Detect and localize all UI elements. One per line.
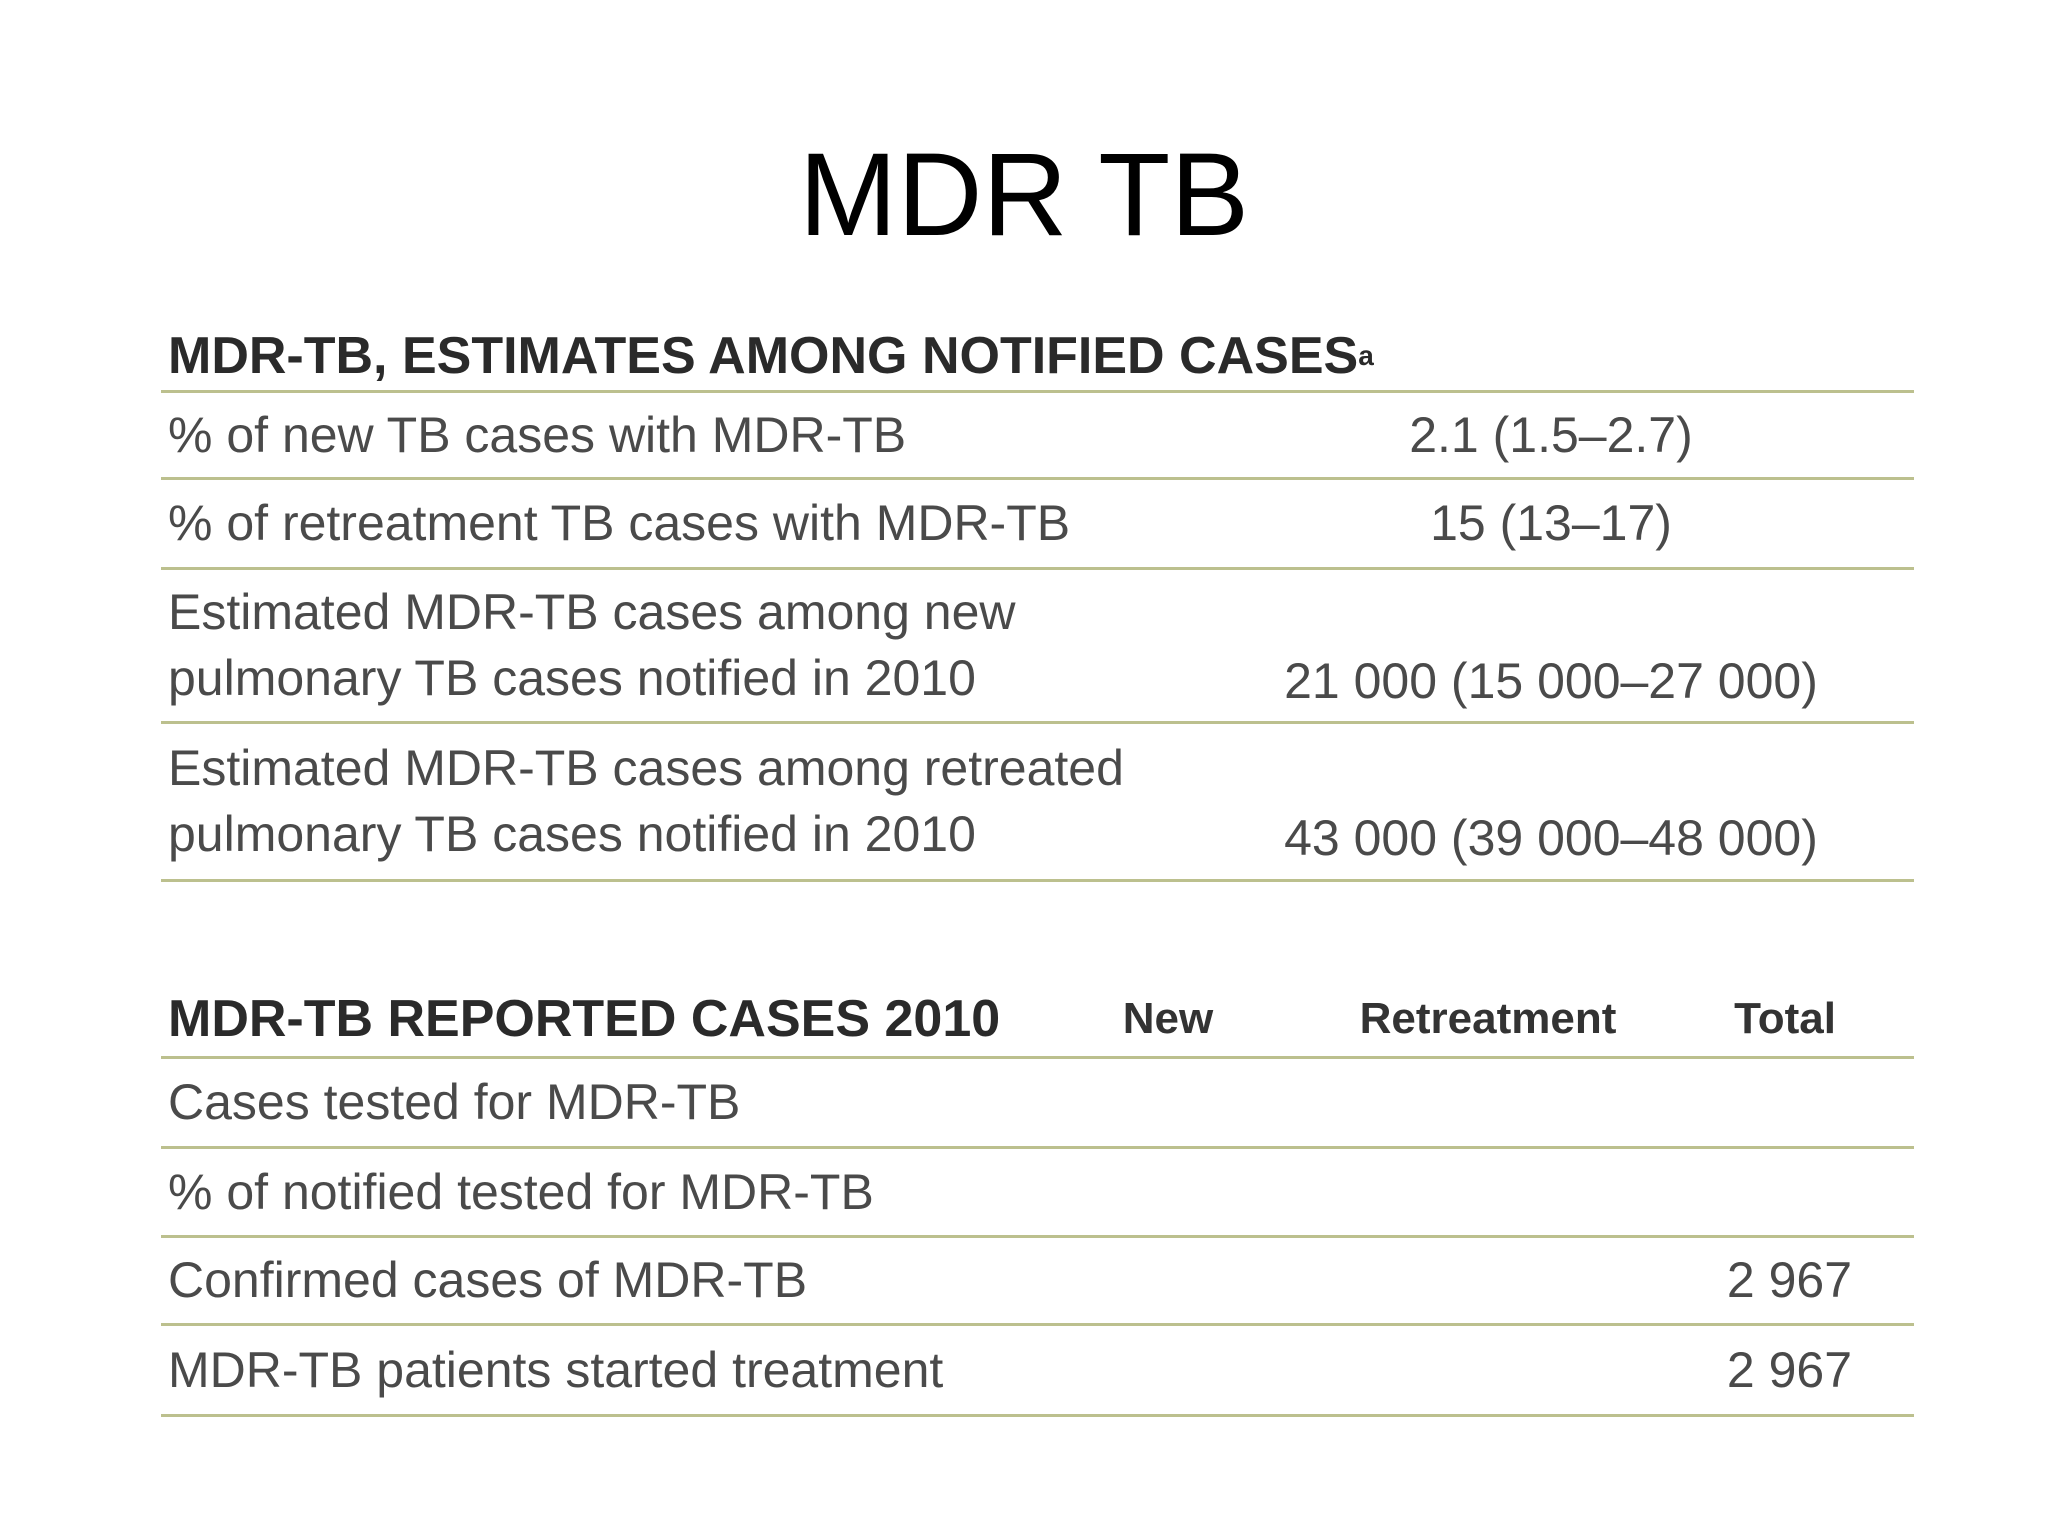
row-label: % of notified tested for MDR-TB bbox=[168, 1163, 874, 1220]
row-label: MDR-TB patients started treatment bbox=[168, 1341, 944, 1398]
label-line: % of retreatment TB cases with MDR-TB bbox=[168, 495, 1071, 551]
column-heading: New bbox=[1122, 993, 1214, 1043]
heading-text: MDR-TB, ESTIMATES AMONG NOTIFIED CASES bbox=[168, 326, 1359, 385]
label-line: pulmonary TB cases notified in 2010 bbox=[168, 650, 976, 706]
row-value: 43 000 (39 000–48 000) bbox=[1284, 810, 1818, 866]
row-value: 2.1 (1.5–2.7) bbox=[1409, 406, 1693, 463]
row-value: 21 000 (15 000–27 000) bbox=[1284, 653, 1818, 709]
row-label: Estimated MDR-TB cases among new pulmonar… bbox=[168, 568, 1218, 722]
row-label: % of new TB cases with MDR-TB bbox=[168, 391, 1218, 478]
row-label: Estimated MDR-TB cases among retreated pu… bbox=[168, 722, 1218, 880]
row-rule bbox=[161, 567, 1914, 570]
column-heading: Retreatment bbox=[1359, 993, 1617, 1043]
slide-title: MDR TB bbox=[798, 129, 1250, 261]
row-rule bbox=[161, 1146, 1914, 1149]
row-rule bbox=[161, 721, 1914, 724]
row-value: 15 (13–17) bbox=[1430, 495, 1672, 551]
row-rule bbox=[161, 390, 1914, 393]
footnote-mark: a bbox=[1358, 339, 1374, 371]
table-heading: MDR-TB, ESTIMATES AMONG NOTIFIED CASES a bbox=[168, 320, 1374, 391]
label-line: Estimated MDR-TB cases among new bbox=[168, 584, 1016, 640]
row-label: Cases tested for MDR-TB bbox=[168, 1074, 741, 1130]
row-rule bbox=[161, 879, 1914, 882]
total-value: 2 967 bbox=[1726, 1252, 1852, 1308]
row-rule bbox=[161, 1414, 1914, 1417]
label-line: % of new TB cases with MDR-TB bbox=[168, 406, 907, 463]
row-rule bbox=[161, 477, 1914, 480]
label-line: Estimated MDR-TB cases among retreated bbox=[168, 740, 1124, 796]
row-rule bbox=[161, 1323, 1914, 1326]
row-label: Confirmed cases of MDR-TB bbox=[168, 1252, 808, 1308]
row-label: % of retreatment TB cases with MDR-TB bbox=[168, 478, 1218, 568]
table-heading: MDR-TB REPORTED CASES 2010 bbox=[168, 989, 1001, 1048]
row-rule bbox=[161, 1056, 1914, 1059]
total-value: 2 967 bbox=[1726, 1341, 1852, 1398]
column-heading: Total bbox=[1734, 993, 1836, 1043]
label-line: pulmonary TB cases notified in 2010 bbox=[168, 806, 976, 862]
row-rule bbox=[161, 1235, 1914, 1238]
